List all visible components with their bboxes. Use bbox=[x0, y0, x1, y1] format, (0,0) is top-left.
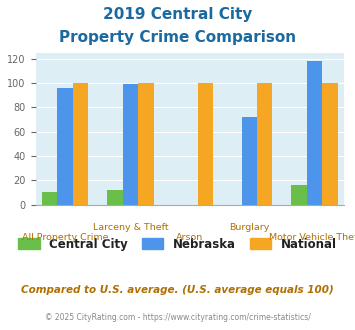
Bar bbox=[58, 88, 73, 205]
Bar bbox=[291, 185, 307, 205]
Bar bbox=[198, 83, 213, 205]
Text: Property Crime Comparison: Property Crime Comparison bbox=[59, 30, 296, 45]
Bar bbox=[73, 83, 88, 205]
Text: Arson: Arson bbox=[176, 233, 203, 242]
Bar bbox=[257, 83, 273, 205]
Bar bbox=[138, 83, 154, 205]
Bar bbox=[307, 61, 322, 205]
Text: Burglary: Burglary bbox=[229, 223, 269, 232]
Bar bbox=[42, 192, 58, 205]
Text: Compared to U.S. average. (U.S. average equals 100): Compared to U.S. average. (U.S. average … bbox=[21, 285, 334, 295]
Bar bbox=[242, 117, 257, 205]
Bar bbox=[107, 190, 123, 205]
Bar bbox=[322, 83, 338, 205]
Legend: Central City, Nebraska, National: Central City, Nebraska, National bbox=[14, 233, 341, 255]
Text: All Property Crime: All Property Crime bbox=[22, 233, 108, 242]
Text: Motor Vehicle Theft: Motor Vehicle Theft bbox=[269, 233, 355, 242]
Text: Larceny & Theft: Larceny & Theft bbox=[93, 223, 168, 232]
Bar bbox=[123, 84, 138, 205]
Text: © 2025 CityRating.com - https://www.cityrating.com/crime-statistics/: © 2025 CityRating.com - https://www.city… bbox=[45, 314, 310, 322]
Text: 2019 Central City: 2019 Central City bbox=[103, 7, 252, 21]
